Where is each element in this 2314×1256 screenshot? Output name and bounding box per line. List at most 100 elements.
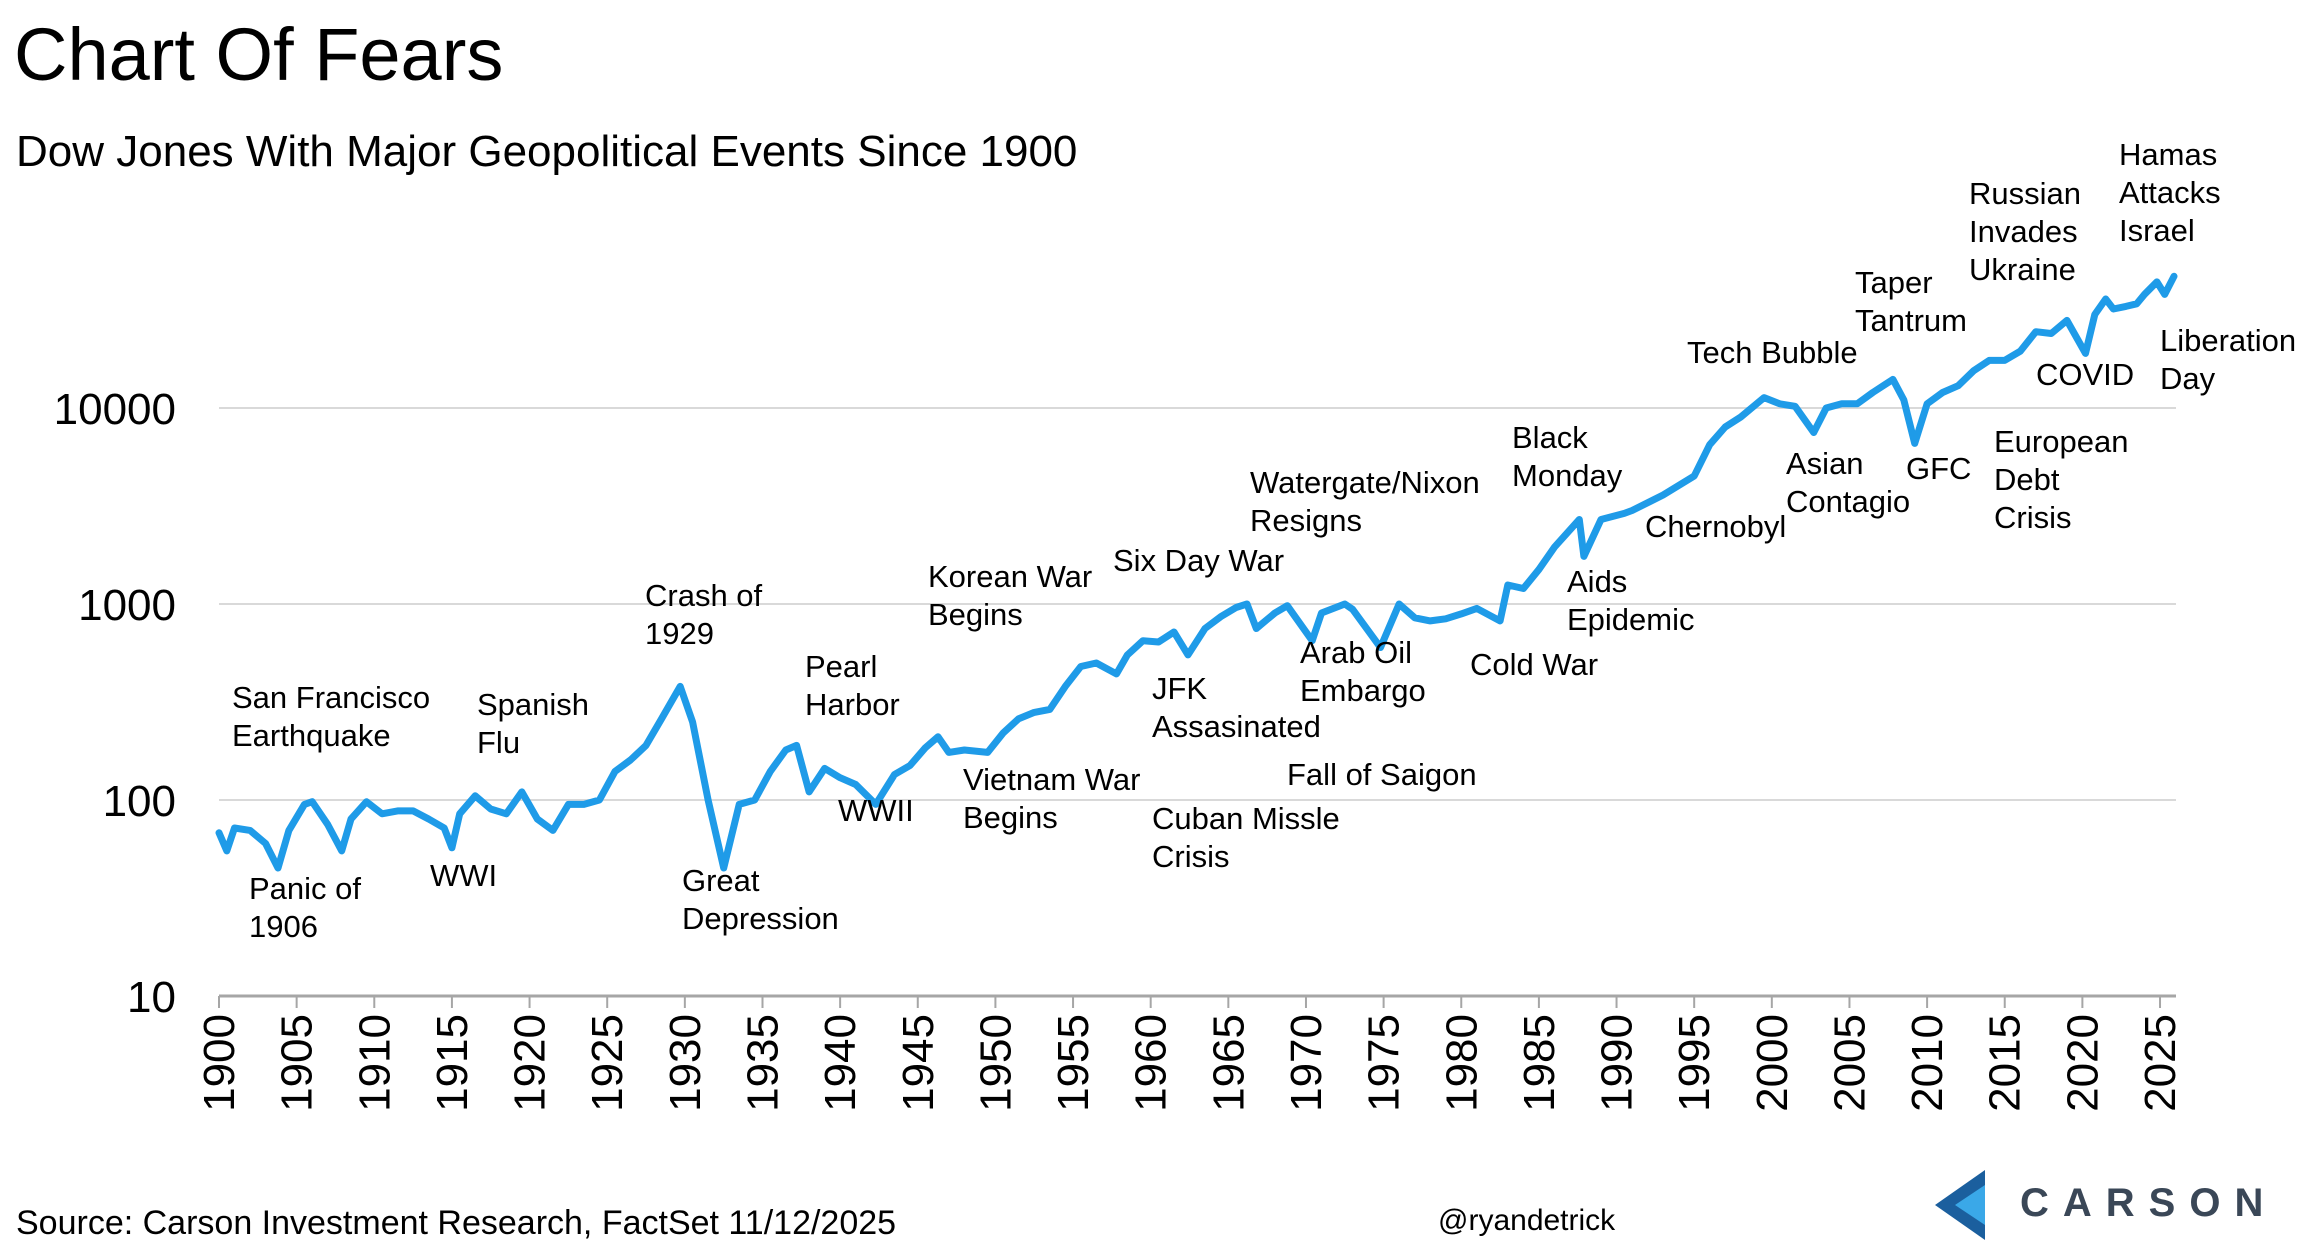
annotation-line: Harbor (805, 687, 900, 722)
annotation-line: Day (2160, 361, 2216, 396)
event-annotation: Tech Bubble (1687, 335, 1858, 370)
annotation-line: Hamas (2119, 137, 2217, 172)
x-tick-label: 1985 (1515, 1014, 1564, 1112)
annotation-line: Depression (682, 901, 839, 936)
annotation-line: Vietnam War (963, 762, 1140, 797)
event-annotation: Aids Epidemic (1567, 564, 1695, 637)
annotation-line: Embargo (1300, 673, 1426, 708)
annotation-line: Panic of (249, 871, 361, 906)
event-annotation: Crash of 1929 (645, 578, 763, 651)
x-tick-label: 1905 (273, 1014, 322, 1112)
y-tick-label: 10000 (54, 385, 176, 434)
chart-title: Chart Of Fears (14, 13, 504, 96)
x-tick-label: 1995 (1670, 1014, 1719, 1112)
annotation-line: Taper (1855, 265, 1933, 300)
annotation-line: JFK (1152, 671, 1207, 706)
x-tick-label: 1975 (1360, 1014, 1409, 1112)
annotation-line: Spanish (477, 687, 589, 722)
chart-subtitle: Dow Jones With Major Geopolitical Events… (16, 127, 1078, 176)
annotation-line: Liberation (2160, 323, 2296, 358)
x-tick-label: 1900 (195, 1014, 244, 1112)
annotation-line: Watergate/Nixon (1250, 465, 1480, 500)
x-tick-label: 1970 (1282, 1014, 1331, 1112)
annotation-line: COVID (2036, 357, 2134, 392)
x-tick-label: 2025 (2136, 1014, 2185, 1112)
annotation-line: Crisis (1152, 839, 1230, 874)
event-annotation: Arab Oil Embargo (1300, 635, 1426, 708)
carson-logo: CARSON (1925, 1165, 2305, 1245)
annotation-line: Aids (1567, 564, 1627, 599)
x-tick-label: 1960 (1127, 1014, 1176, 1112)
annotation-line: San Francisco (232, 680, 430, 715)
annotation-line: GFC (1906, 451, 1971, 486)
annotation-line: European (1994, 424, 2128, 459)
annotation-line: Tech Bubble (1687, 335, 1858, 370)
annotation-line: Ukraine (1969, 252, 2076, 287)
x-tick-label: 2005 (1825, 1014, 1874, 1112)
annotation-line: Earthquake (232, 718, 391, 753)
annotation-line: Begins (963, 800, 1058, 835)
annotation-line: Attacks (2119, 175, 2221, 210)
annotation-line: Begins (928, 597, 1023, 632)
annotation-line: 1906 (249, 909, 318, 944)
event-annotation: Liberation Day (2160, 323, 2296, 396)
annotation-line: Contagio (1786, 484, 1910, 519)
event-annotation: COVID (2036, 357, 2134, 392)
annotation-line: Six Day War (1113, 543, 1284, 578)
event-annotation: San Francisco Earthquake (232, 680, 430, 753)
event-annotation: Panic of 1906 (249, 871, 361, 944)
annotation-line: 1929 (645, 616, 714, 651)
event-annotation: European Debt Crisis (1994, 424, 2128, 535)
y-tick-label: 1000 (78, 581, 176, 630)
event-annotation: Cold War (1470, 647, 1598, 682)
annotation-line: Russian (1969, 176, 2081, 211)
annotation-line: Assasinated (1152, 709, 1321, 744)
annotation-line: Pearl (805, 649, 877, 684)
y-axis-ticks: 10 100 1000 10000 (54, 385, 176, 1022)
event-annotation: Cuban Missle Crisis (1152, 801, 1340, 874)
event-annotation: Six Day War (1113, 543, 1284, 578)
x-tick-label: 1915 (428, 1014, 477, 1112)
annotation-line: Great (682, 863, 760, 898)
annotation-line: Invades (1969, 214, 2078, 249)
annotation-line: Crash of (645, 578, 763, 613)
x-tick-label: 1920 (506, 1014, 555, 1112)
x-tick-label: 1925 (583, 1014, 632, 1112)
annotation-line: Cuban Missle (1152, 801, 1340, 836)
annotation-line: Arab Oil (1300, 635, 1412, 670)
event-annotation: Hamas Attacks Israel (2119, 137, 2221, 248)
annotation-line: Debt (1994, 462, 2060, 497)
x-axis-ticks: 1900 1905 1910 1915 1920 1925 1930 1935 1940 1945… (195, 996, 2185, 1112)
event-annotation: Vietnam War Begins (963, 762, 1140, 835)
x-tick-label: 2015 (1981, 1014, 2030, 1112)
logo-wordmark: CARSON (2020, 1181, 2278, 1225)
event-annotation: Chernobyl (1645, 509, 1786, 544)
x-tick-label: 1910 (350, 1014, 399, 1112)
x-tick-label: 1990 (1593, 1014, 1642, 1112)
annotation-line: Chernobyl (1645, 509, 1786, 544)
x-tick-label: 2000 (1748, 1014, 1797, 1112)
x-tick-label: 1945 (894, 1014, 943, 1112)
annotation-line: Monday (1512, 458, 1623, 493)
x-tick-label: 1935 (738, 1014, 787, 1112)
event-annotation: JFK Assasinated (1152, 671, 1321, 744)
event-annotation: Asian Contagio (1786, 446, 1910, 519)
series-layer (215, 272, 2178, 872)
annotation-line: Asian (1786, 446, 1864, 481)
annotation-line: WWII (838, 793, 914, 828)
x-tick-label: 1950 (971, 1014, 1020, 1112)
event-annotation: Spanish Flu (477, 687, 589, 760)
dow-jones-line (215, 272, 2178, 872)
annotation-line: Crisis (1994, 500, 2072, 535)
x-tick-label: 1965 (1204, 1014, 1253, 1112)
event-annotation: Pearl Harbor (805, 649, 900, 722)
event-annotation: Taper Tantrum (1855, 265, 1967, 338)
event-annotation: WWII (838, 793, 914, 828)
event-annotation: Black Monday (1512, 420, 1623, 493)
event-annotation: Korean War Begins (928, 559, 1092, 632)
x-tick-label: 1940 (816, 1014, 865, 1112)
annotation-line: Israel (2119, 213, 2195, 248)
event-annotation: WWI (430, 858, 497, 893)
annotation-line: Fall of Saigon (1287, 757, 1477, 792)
